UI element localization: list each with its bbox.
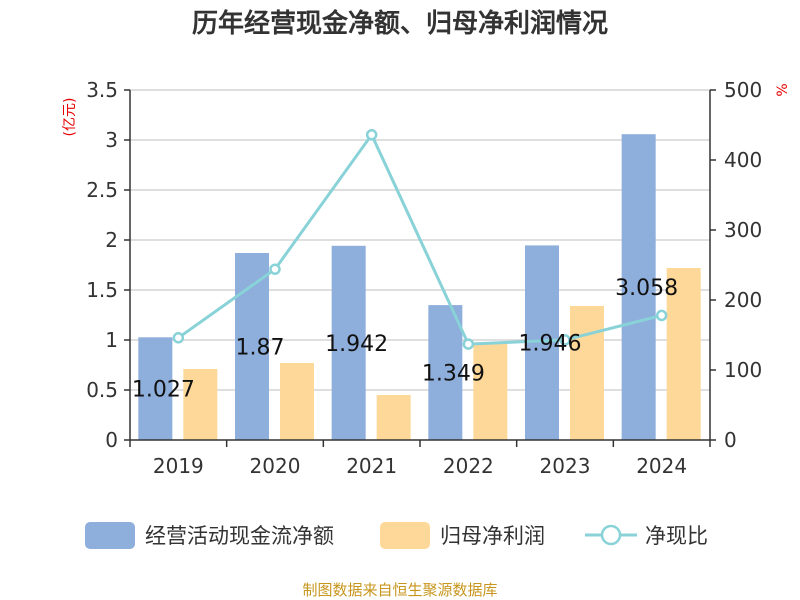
- right-tick-label: 100: [724, 358, 762, 382]
- line-point: [365, 129, 378, 141]
- x-tick-label: 2024: [636, 454, 687, 478]
- left-tick-label: 2: [105, 228, 118, 252]
- bar: [376, 395, 411, 440]
- legend-marker: [600, 524, 622, 546]
- bar-data-label: 1.87: [236, 336, 285, 361]
- left-tick-label: 2.5: [86, 178, 118, 202]
- bar: [331, 245, 366, 440]
- left-tick-label: 3: [105, 128, 118, 152]
- bar: [621, 134, 656, 440]
- legend-label: 经营活动现金流净额: [145, 524, 334, 548]
- line-point: [655, 309, 668, 322]
- x-tick-label: 2022: [443, 454, 494, 478]
- axes: 0 0.5 1 1.5 2 2.5 3 3.5 0 100 200 300 400 500 2019 2020…: [86, 78, 762, 478]
- line-point: [559, 334, 571, 346]
- source-note: 制图数据来自恒生聚源数据库: [302, 581, 497, 599]
- right-tick-label: 300: [724, 218, 762, 242]
- x-tick-label: 2020: [250, 454, 301, 478]
- left-tick-label: 3.5: [86, 78, 118, 102]
- right-tick-label: 200: [724, 288, 762, 312]
- line-point: [269, 263, 281, 275]
- x-tick-label: 2021: [346, 454, 397, 478]
- line-point: [462, 338, 475, 350]
- left-tick-label: 1: [105, 328, 118, 352]
- bar-data-label: 1.349: [422, 362, 485, 387]
- left-tick-label: 0.5: [86, 378, 118, 402]
- bar-data-label: 1.027: [132, 378, 195, 403]
- gridlines: [130, 89, 710, 391]
- legend: 经营活动现金流净额 归母净利润 净现比: [85, 522, 708, 549]
- x-tick-label: 2023: [540, 454, 591, 478]
- data-labels: 1.027 1.87 1.942 1.349 1.946 3.058: [132, 276, 678, 403]
- bar-data-label: 1.946: [519, 332, 582, 357]
- right-tick-label: 500: [724, 78, 762, 102]
- left-tick-label: 0: [105, 428, 118, 452]
- legend-label: 净现比: [645, 524, 708, 548]
- bar: [183, 369, 218, 440]
- chart-title: 历年经营现金净额、归母净利润情况: [192, 8, 608, 39]
- x-tick-label: 2019: [153, 454, 204, 478]
- legend-swatch: [85, 522, 135, 549]
- bar-data-label: 3.058: [615, 276, 678, 301]
- ratio-line-path: [177, 131, 663, 346]
- bar: [666, 268, 701, 440]
- legend-swatch: [380, 522, 430, 549]
- bar: [570, 306, 604, 440]
- line-point: [172, 332, 185, 344]
- bar: [473, 344, 508, 440]
- ratio-line: [172, 129, 668, 350]
- bar: [280, 363, 314, 440]
- right-axis-unit: %: [775, 83, 791, 96]
- right-tick-label: 400: [724, 148, 762, 172]
- bar: [138, 337, 173, 440]
- right-tick-label: 0: [724, 428, 737, 452]
- bar: [428, 305, 463, 440]
- left-tick-label: 1.5: [86, 278, 118, 302]
- bar-data-label: 1.942: [325, 332, 388, 357]
- legend-label: 归母净利润: [440, 524, 545, 548]
- left-axis-unit: (亿元): [62, 98, 78, 137]
